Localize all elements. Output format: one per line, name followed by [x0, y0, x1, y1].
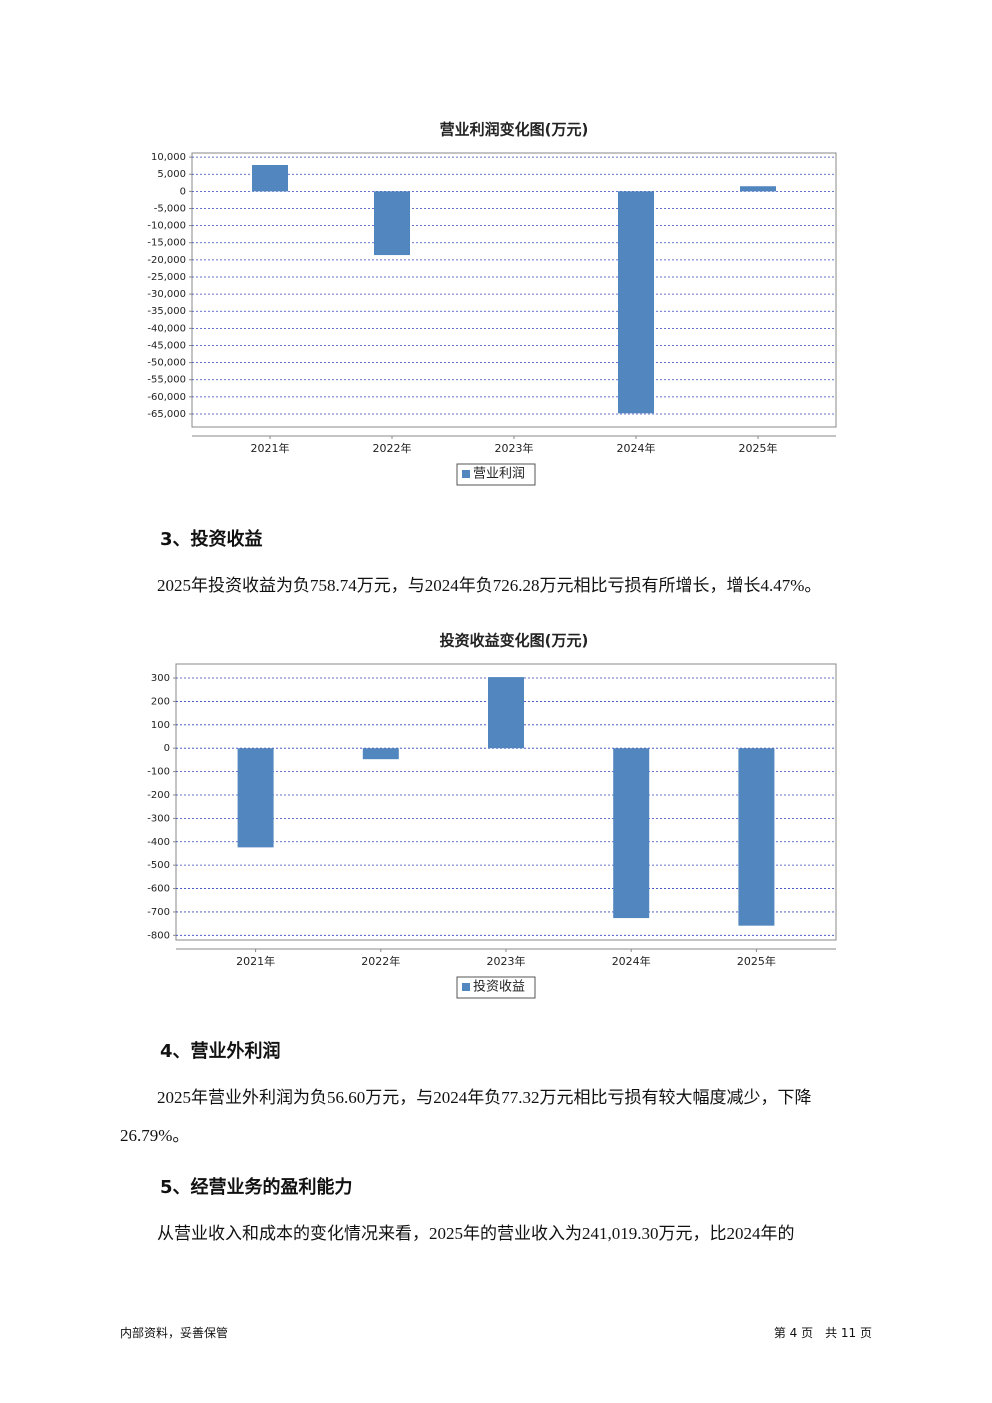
- y-tick-label: -40,000: [147, 323, 186, 334]
- y-tick-label: -100: [147, 767, 170, 778]
- x-tick-label: 2025年: [737, 954, 776, 968]
- x-tick-label: 2024年: [612, 954, 651, 968]
- y-tick-label: -20,000: [147, 255, 186, 266]
- chart-title: 投资收益变化图(万元): [440, 632, 589, 650]
- y-tick-label: -400: [147, 837, 170, 848]
- x-tick-label: 2023年: [487, 954, 526, 968]
- section-heading: 4、营业外利润: [160, 1041, 281, 1062]
- bar: [237, 748, 274, 848]
- legend-label: 投资收益: [473, 979, 525, 995]
- y-tick-label: -600: [147, 884, 170, 895]
- bar: [362, 748, 399, 760]
- y-tick-label: -45,000: [147, 340, 186, 351]
- legend-swatch: [462, 470, 470, 478]
- y-tick-label: -500: [147, 860, 170, 871]
- y-tick-label: -50,000: [147, 358, 186, 369]
- x-tick-label: 2021年: [251, 441, 290, 455]
- paragraph: 2025年投资收益为负758.74万元，与2024年负726.28万元相比亏损有…: [157, 576, 822, 595]
- bar: [374, 191, 410, 256]
- y-tick-label: -35,000: [147, 306, 186, 317]
- chart-title: 营业利润变化图(万元): [440, 121, 589, 139]
- y-tick-label: 200: [151, 696, 170, 707]
- section-heading: 5、经营业务的盈利能力: [160, 1177, 353, 1198]
- legend-swatch: [462, 983, 470, 991]
- paragraph: 2025年营业外利润为负56.60万元，与2024年负77.32万元相比亏损有较…: [120, 1088, 812, 1145]
- bar: [740, 186, 776, 192]
- y-tick-label: 300: [151, 673, 170, 684]
- footer-right: 第 4 页 共 11 页: [773, 1326, 872, 1340]
- y-tick-label: -30,000: [147, 289, 186, 300]
- y-tick-label: -65,000: [147, 409, 186, 420]
- x-tick-label: 2022年: [361, 954, 400, 968]
- x-tick-label: 2022年: [373, 441, 412, 455]
- bar: [252, 164, 288, 192]
- y-tick-label: -15,000: [147, 238, 186, 249]
- bar: [488, 677, 524, 749]
- y-tick-label: -25,000: [147, 272, 186, 283]
- legend-label: 营业利润: [473, 467, 525, 482]
- y-tick-label: 5,000: [157, 169, 186, 180]
- x-tick-label: 2024年: [617, 441, 656, 455]
- bar: [738, 748, 775, 926]
- y-tick-label: 10,000: [151, 152, 186, 163]
- bar: [618, 191, 654, 414]
- y-tick-label: -300: [147, 813, 170, 824]
- section-heading: 3、投资收益: [160, 529, 263, 550]
- y-tick-label: -55,000: [147, 375, 186, 386]
- y-tick-label: -5,000: [154, 203, 186, 214]
- plot-frame: [191, 152, 837, 428]
- x-tick-label: 2025年: [739, 441, 778, 455]
- bar: [613, 748, 650, 919]
- footer-left: 内部资料，妥善保管: [120, 1326, 229, 1340]
- y-tick-label: -10,000: [147, 221, 186, 232]
- legend-box: [456, 463, 536, 486]
- paragraph: 从营业收入和成本的变化情况来看，2025年的营业收入为241,019.30万元，…: [157, 1224, 795, 1243]
- x-tick-label: 2021年: [236, 954, 275, 968]
- plot-frame: [175, 663, 837, 941]
- y-tick-label: 0: [164, 743, 170, 754]
- y-tick-label: -200: [147, 790, 170, 801]
- y-tick-label: -700: [147, 907, 170, 918]
- y-tick-label: -60,000: [147, 392, 186, 403]
- y-tick-label: 100: [151, 720, 170, 731]
- legend-box: [456, 976, 536, 999]
- x-tick-label: 2023年: [495, 441, 534, 455]
- y-tick-label: -800: [147, 930, 170, 941]
- y-tick-label: 0: [180, 186, 186, 197]
